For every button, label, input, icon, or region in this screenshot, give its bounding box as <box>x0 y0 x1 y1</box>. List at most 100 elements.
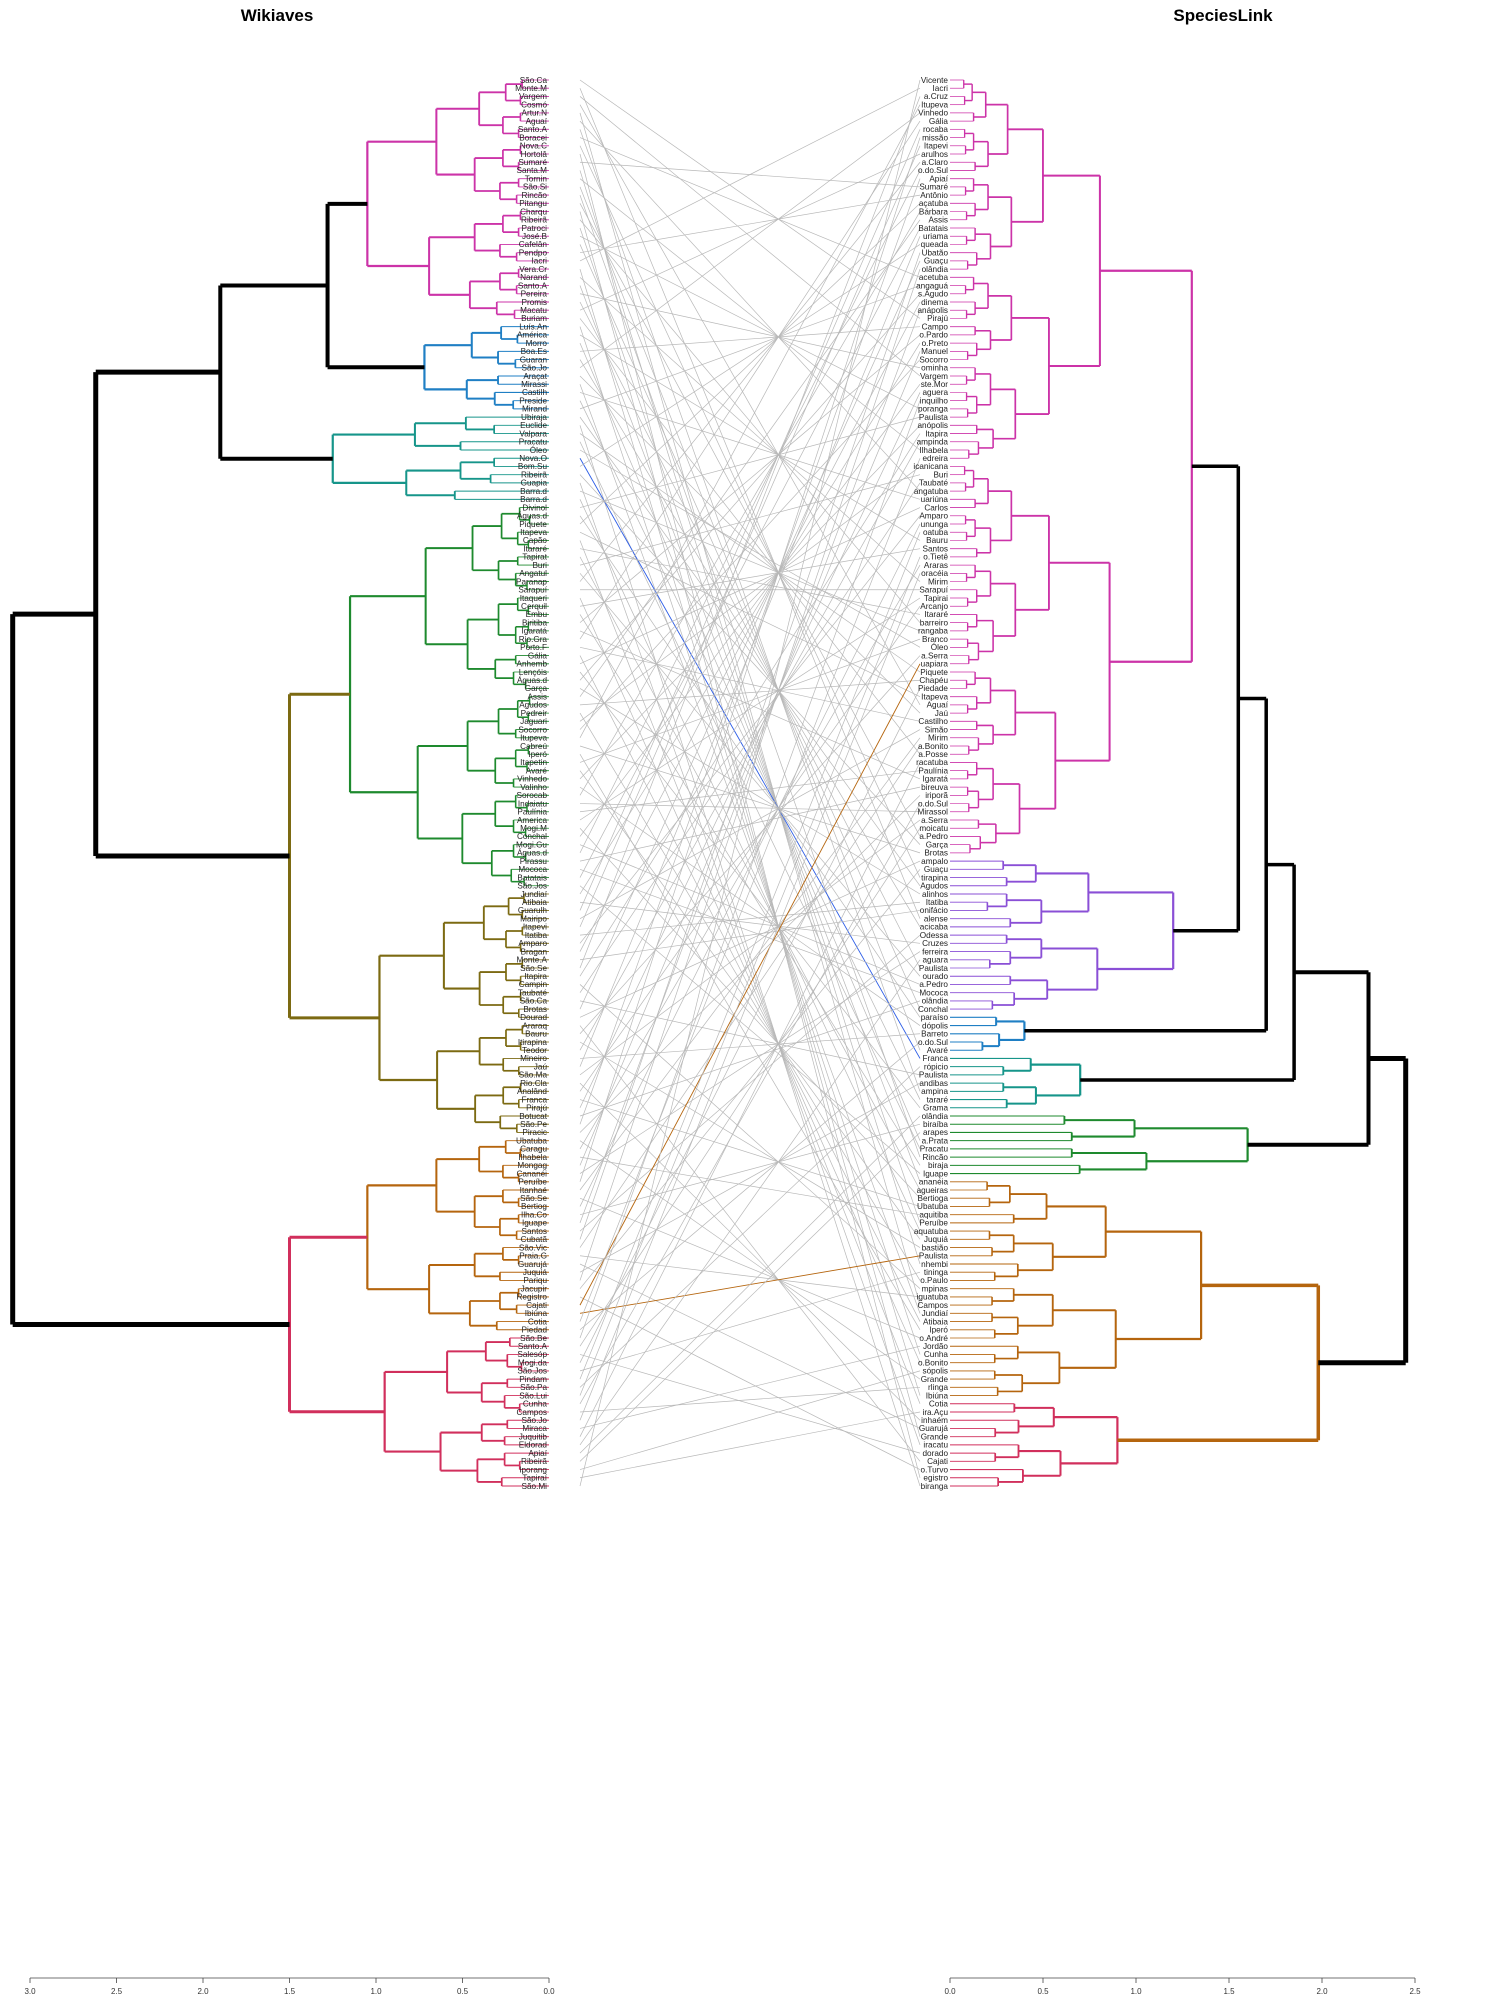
leaf-connector-line <box>579 606 921 1092</box>
left-leaf-label: Pariqu <box>523 1276 547 1285</box>
right-leaf-label: o.Bonito <box>918 1358 948 1367</box>
left-leaf-label: Santo.A <box>518 281 548 290</box>
leaf-connector-line <box>579 548 921 615</box>
leaf-connector-line <box>579 1354 921 1454</box>
right-leaf-label: s.Agudo <box>918 290 948 299</box>
leaf-connector-line <box>579 828 921 1347</box>
right-leaf-label: Brotas <box>924 849 948 858</box>
leaf-connector-line <box>579 548 921 607</box>
leaf-connector-line <box>579 120 921 640</box>
leaf-connector-line <box>579 860 921 1018</box>
right-leaf-label: ananéia <box>919 1178 949 1187</box>
left-leaf-label: Santo.A <box>518 125 548 134</box>
left-leaf-label: Nova.C <box>520 142 547 151</box>
leaf-connector-line <box>579 638 921 763</box>
left-leaf-label: Pindam <box>519 1375 547 1384</box>
left-axis-tick-label: 1.5 <box>284 1987 296 1996</box>
right-leaf-label: bastião <box>922 1243 949 1252</box>
left-leaf-label: Santa.M <box>517 166 548 175</box>
leaf-connector-line <box>579 869 921 1289</box>
left-leaf-label: São.Jo <box>522 1416 548 1425</box>
left-leaf-label: Ibiúna <box>525 1309 548 1318</box>
right-leaf-label: olândia <box>922 1112 949 1121</box>
left-leaf-labels: São.CaMonte.MVargemCosmóArtur.NAguaíSant… <box>515 76 548 1491</box>
right-leaf-label: iracatu <box>923 1441 948 1450</box>
leaf-connector-line <box>579 869 921 993</box>
leaf-connector-line <box>579 153 921 311</box>
right-leaf-label: aguera <box>923 388 949 397</box>
left-leaf-label: São.Ca <box>520 76 548 85</box>
leaf-connector-line <box>579 1000 921 1117</box>
right-leaf-label: a.Pedro <box>919 980 948 989</box>
leaf-connector-line <box>579 482 921 993</box>
right-leaf-label: Castilho <box>918 717 948 726</box>
left-height-axis: 3.0 2.5 2.0 1.5 1.0 0.5 0.0 <box>24 1977 555 1996</box>
right-leaf-label: Ubatuba <box>917 1202 948 1211</box>
left-leaf-label: Morro <box>526 339 548 348</box>
left-leaf-label: Pirajú <box>526 1104 547 1113</box>
left-leaf-label: Castilh <box>522 388 547 397</box>
right-leaf-label: Bauru <box>926 536 948 545</box>
left-leaf-label: Vera.Cr <box>519 265 547 274</box>
leaf-connector-line <box>579 96 921 377</box>
left-leaf-label: Porto.F <box>520 643 547 652</box>
right-axis-tick-label: 1.0 <box>1130 1987 1142 1996</box>
left-leaf-label: Cafelân <box>519 240 548 249</box>
leaf-connector-line <box>579 786 921 1026</box>
leaf-connector-line <box>579 244 921 467</box>
right-leaf-label: Itapira <box>925 429 948 438</box>
leaf-connector-line <box>579 885 921 1174</box>
right-leaf-label: biranga <box>921 1482 949 1491</box>
left-leaf-label: Vinhedo <box>517 775 547 784</box>
right-leaf-label: Aguaí <box>927 701 949 710</box>
left-leaf-label: Tapirat <box>522 553 547 562</box>
right-leaf-label: Paulista <box>919 964 949 973</box>
leaf-connector-line <box>579 507 921 665</box>
left-leaf-label: Dourad <box>520 1013 547 1022</box>
left-leaf-label: America <box>517 816 547 825</box>
left-leaf-label: Sarapuí <box>518 586 547 595</box>
right-leaf-label: queada <box>921 240 949 249</box>
left-leaf-label: Anhemb <box>517 660 548 669</box>
right-leaf-label: o.Tietê <box>923 553 948 562</box>
right-leaf-label: Franca <box>923 1054 949 1063</box>
left-leaf-label: São.Ma <box>519 1071 548 1080</box>
left-leaf-label: Rio.Cla <box>520 1079 547 1088</box>
left-leaf-label: Bertiog <box>521 1202 547 1211</box>
left-leaf-label: Miraca <box>522 1424 547 1433</box>
left-leaf-label: Guarulh <box>518 906 548 915</box>
right-leaf-label: tararé <box>927 1095 949 1104</box>
left-leaf-label: Rincão <box>522 191 548 200</box>
left-leaf-label: Macatu <box>520 306 547 315</box>
leaf-connector-line <box>579 326 921 1355</box>
left-leaf-label: Conchal <box>517 832 547 841</box>
leaf-connector-line <box>579 293 921 681</box>
leaf-connector-line <box>579 901 921 944</box>
right-leaf-label: Simão <box>925 725 949 734</box>
leaf-connector-line <box>579 1000 921 1076</box>
left-leaf-label: Itirapina <box>518 1038 548 1047</box>
left-leaf-label: Euclide <box>520 421 547 430</box>
leaf-connector-line <box>579 1263 921 1429</box>
left-leaf-label: Jacupir <box>521 1284 548 1293</box>
right-leaf-label: Socorro <box>919 355 948 364</box>
leaf-connector-line <box>579 1041 921 1331</box>
left-leaf-label: Águas.d <box>517 511 547 521</box>
left-leaf-label: Salesóp <box>517 1350 547 1359</box>
right-leaf-label: ste.Mor <box>921 380 949 389</box>
right-leaf-label: rópicio <box>924 1062 949 1071</box>
left-leaf-label: Eldorad <box>519 1441 548 1450</box>
right-leaf-label: oracéia <box>921 569 948 578</box>
right-leaf-label: arulhos <box>921 150 948 159</box>
right-leaf-label: aquitiba <box>919 1210 948 1219</box>
leaf-connector-line <box>579 754 921 1330</box>
left-leaf-label: São.Jos <box>517 882 547 891</box>
left-leaf-label: Barra.d <box>520 495 547 504</box>
left-leaf-label: Iporang <box>519 1465 547 1474</box>
leaf-connector-line <box>579 170 921 854</box>
left-leaf-label: Bragan <box>521 947 548 956</box>
left-leaf-label: Rio.Gra <box>519 635 548 644</box>
leaf-connector-line <box>579 227 921 878</box>
left-leaf-label: América <box>517 331 547 340</box>
right-leaf-label: Grama <box>923 1104 948 1113</box>
